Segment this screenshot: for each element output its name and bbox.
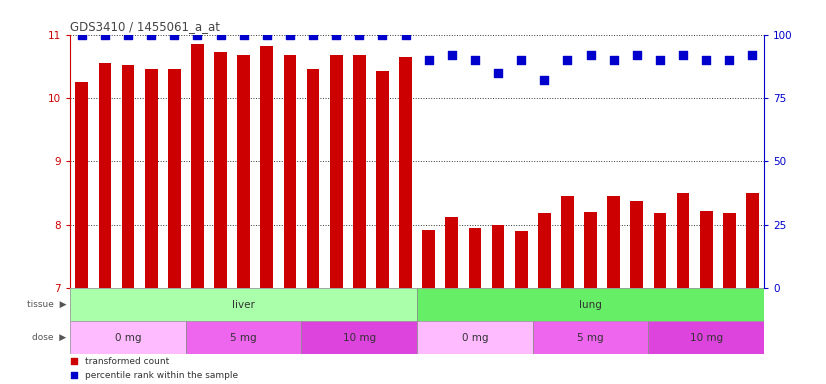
Text: 5 mg: 5 mg bbox=[577, 333, 604, 343]
Bar bbox=[468, 228, 482, 288]
Text: dose  ▶: dose ▶ bbox=[32, 333, 66, 342]
Bar bbox=[584, 212, 597, 288]
Point bbox=[191, 31, 204, 38]
Point bbox=[515, 57, 528, 63]
Point bbox=[168, 31, 181, 38]
Point bbox=[330, 31, 343, 38]
Point bbox=[98, 31, 112, 38]
Point bbox=[306, 31, 320, 38]
Point bbox=[746, 52, 759, 58]
Text: transformed count: transformed count bbox=[85, 357, 169, 366]
Text: 5 mg: 5 mg bbox=[230, 333, 257, 343]
Bar bbox=[121, 65, 135, 288]
Point bbox=[584, 52, 597, 58]
Text: tissue  ▶: tissue ▶ bbox=[26, 300, 66, 309]
Point bbox=[561, 57, 574, 63]
Bar bbox=[237, 55, 250, 288]
Text: lung: lung bbox=[579, 300, 602, 310]
Bar bbox=[417, 321, 533, 354]
Point bbox=[353, 31, 366, 38]
Point bbox=[700, 57, 713, 63]
Point bbox=[676, 52, 690, 58]
Point bbox=[67, 358, 80, 364]
Point bbox=[399, 31, 412, 38]
Bar bbox=[306, 70, 320, 288]
Bar bbox=[191, 44, 204, 288]
Bar bbox=[445, 217, 458, 288]
Point bbox=[121, 31, 135, 38]
Bar bbox=[746, 193, 759, 288]
Text: 10 mg: 10 mg bbox=[690, 333, 723, 343]
Bar bbox=[283, 55, 297, 288]
Bar bbox=[330, 55, 343, 288]
Bar bbox=[353, 55, 366, 288]
Bar bbox=[700, 211, 713, 288]
Bar bbox=[653, 214, 667, 288]
Point bbox=[653, 57, 667, 63]
Bar bbox=[648, 321, 764, 354]
Point bbox=[630, 52, 643, 58]
Point bbox=[607, 57, 620, 63]
Bar bbox=[168, 69, 181, 288]
Text: percentile rank within the sample: percentile rank within the sample bbox=[85, 371, 239, 380]
Bar bbox=[70, 288, 417, 321]
Point bbox=[75, 31, 88, 38]
Bar bbox=[301, 321, 417, 354]
Bar bbox=[145, 70, 158, 288]
Bar bbox=[533, 321, 648, 354]
Point bbox=[237, 31, 250, 38]
Point bbox=[723, 57, 736, 63]
Bar bbox=[723, 214, 736, 288]
Bar bbox=[214, 52, 227, 288]
Point bbox=[538, 77, 551, 83]
Bar bbox=[75, 82, 88, 288]
Text: liver: liver bbox=[232, 300, 255, 310]
Point bbox=[491, 70, 505, 76]
Bar bbox=[186, 321, 301, 354]
Bar bbox=[676, 193, 690, 288]
Point bbox=[283, 31, 297, 38]
Bar bbox=[515, 231, 528, 288]
Bar bbox=[70, 321, 186, 354]
Bar bbox=[399, 57, 412, 288]
Text: 0 mg: 0 mg bbox=[115, 333, 141, 343]
Bar bbox=[417, 288, 764, 321]
Point bbox=[67, 372, 80, 378]
Text: GDS3410 / 1455061_a_at: GDS3410 / 1455061_a_at bbox=[70, 20, 221, 33]
Point bbox=[260, 31, 273, 38]
Bar bbox=[607, 196, 620, 288]
Point bbox=[422, 57, 435, 63]
Bar bbox=[538, 214, 551, 288]
Bar bbox=[561, 196, 574, 288]
Bar bbox=[491, 225, 505, 288]
Text: 0 mg: 0 mg bbox=[462, 333, 488, 343]
Point bbox=[145, 31, 158, 38]
Text: 10 mg: 10 mg bbox=[343, 333, 376, 343]
Bar bbox=[376, 71, 389, 288]
Point bbox=[214, 31, 227, 38]
Point bbox=[376, 31, 389, 38]
Bar bbox=[98, 63, 112, 288]
Bar bbox=[422, 230, 435, 288]
Bar bbox=[260, 46, 273, 288]
Point bbox=[445, 52, 458, 58]
Bar bbox=[630, 201, 643, 288]
Point bbox=[468, 57, 482, 63]
